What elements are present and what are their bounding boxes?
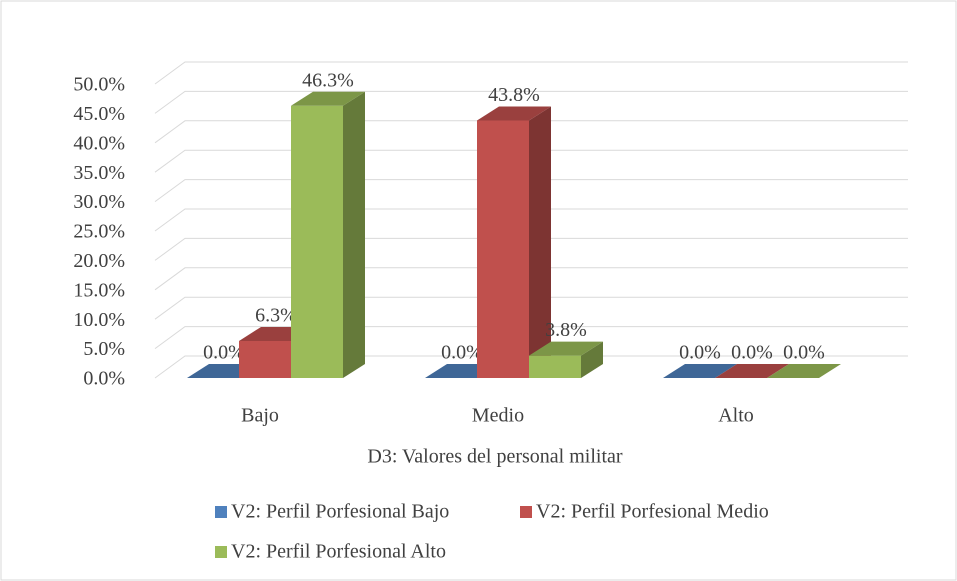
x-tick-label: Bajo <box>241 405 279 427</box>
bar-top <box>291 91 365 106</box>
data-label: 0.0% <box>783 342 825 364</box>
data-label: 0.0% <box>203 342 245 364</box>
legend-swatch <box>215 506 227 518</box>
grid-line <box>154 120 908 144</box>
y-tick-label: 5.0% <box>83 338 125 360</box>
y-tick-label: 30.0% <box>73 191 125 213</box>
y-tick-label: 45.0% <box>73 103 125 125</box>
y-tick-label: 20.0% <box>73 250 125 272</box>
legend-label: V2: Perfil Porfesional Medio <box>536 501 769 523</box>
grid-line <box>154 267 908 291</box>
grid-line <box>154 326 908 350</box>
y-tick-label: 15.0% <box>73 279 125 301</box>
y-tick-label: 0.0% <box>83 368 125 390</box>
data-label: 0.0% <box>441 342 483 364</box>
bar-side <box>581 341 603 378</box>
grid-line <box>154 355 908 379</box>
data-label: 3.8% <box>545 319 587 341</box>
grid-line <box>154 237 908 261</box>
data-label: 6.3% <box>255 305 297 327</box>
bar-side <box>343 91 365 379</box>
grid-line <box>154 90 908 114</box>
y-tick-label: 40.0% <box>73 132 125 154</box>
grid-line <box>154 149 908 173</box>
data-label: 0.0% <box>731 342 773 364</box>
bar <box>529 355 581 378</box>
y-tick-label: 35.0% <box>73 162 125 184</box>
bar-top <box>477 106 551 121</box>
grid-line <box>154 61 908 85</box>
y-tick-label: 25.0% <box>73 221 125 243</box>
bar-top <box>767 364 841 378</box>
legend-label: V2: Perfil Porfesional Bajo <box>231 501 449 523</box>
x-tick-label: Alto <box>718 405 754 427</box>
grid-line <box>154 179 908 203</box>
data-label: 0.0% <box>679 342 721 364</box>
bar-side <box>529 106 551 379</box>
y-tick-label: 50.0% <box>73 74 125 96</box>
data-label: 43.8% <box>488 84 540 106</box>
bar <box>291 105 343 379</box>
x-tick-label: Medio <box>472 405 524 427</box>
bar-top <box>663 364 737 378</box>
legend-swatch <box>215 546 227 558</box>
legend-label: V2: Perfil Porfesional Alto <box>231 541 446 563</box>
bar <box>239 340 291 378</box>
bar-top <box>715 364 789 378</box>
data-label: 46.3% <box>302 69 354 91</box>
bar <box>477 120 529 379</box>
bar-top <box>529 341 603 356</box>
x-axis-title: D3: Valores del personal militar <box>367 446 622 468</box>
y-tick-label: 10.0% <box>73 309 125 331</box>
grid-line <box>154 208 908 232</box>
legend-swatch <box>520 506 532 518</box>
grid-line <box>154 296 908 320</box>
